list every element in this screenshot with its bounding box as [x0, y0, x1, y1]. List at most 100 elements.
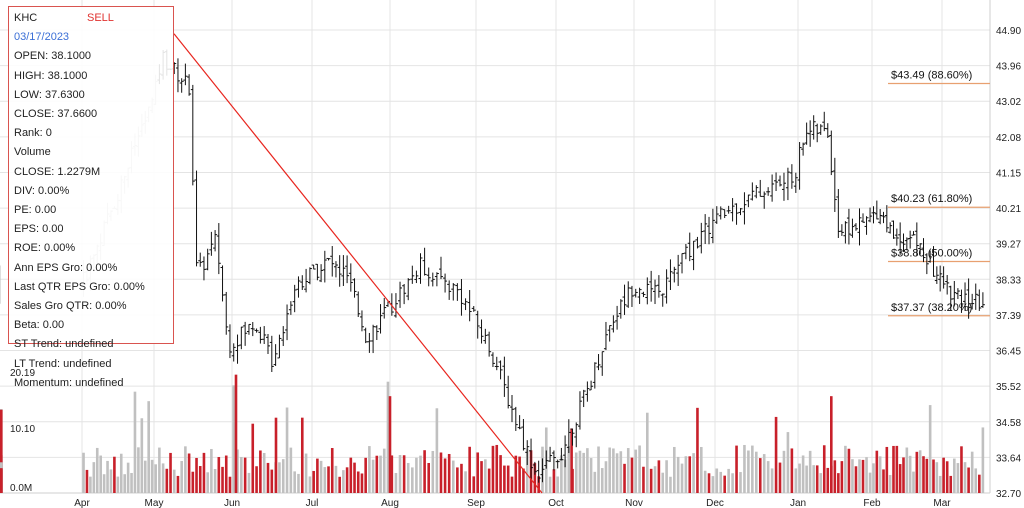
volume-bar	[700, 446, 703, 493]
fib-level-label: $37.37 (38.20%)	[891, 302, 972, 314]
volume-bar	[487, 468, 491, 493]
volume-bar	[92, 462, 96, 493]
volume-bar	[312, 470, 315, 493]
volume-bar	[703, 470, 707, 493]
volume-bar	[415, 457, 418, 493]
signal-label: SELL	[87, 12, 114, 24]
volume-bar	[766, 461, 770, 493]
volume-bar	[851, 459, 854, 493]
info-row: LT Trend: undefined	[14, 357, 112, 370]
volume-bar	[398, 455, 402, 493]
volume-bars	[0, 374, 985, 493]
volume-bar	[85, 469, 89, 493]
volume-bar	[522, 468, 525, 493]
month-tick-label: Mar	[933, 498, 951, 508]
volume-bar	[514, 455, 518, 493]
volume-bar	[537, 476, 540, 493]
volume-bar	[868, 472, 872, 493]
volume-bar	[364, 457, 367, 493]
volume-bar	[563, 459, 567, 493]
volume-bar	[154, 464, 157, 493]
volume-bar	[696, 407, 699, 493]
volume-bar	[570, 428, 573, 493]
volume-bar	[922, 456, 925, 493]
volume-bar	[460, 463, 463, 493]
info-row: Sales Gro QTR: 0.00%	[14, 300, 127, 313]
volume-bar	[236, 449, 239, 493]
volume-bar	[646, 412, 649, 493]
volume-bar	[172, 469, 176, 493]
volume-bar	[499, 455, 502, 493]
volume-bar	[586, 448, 589, 493]
volume-bar	[356, 471, 360, 493]
volume-bar	[747, 450, 750, 493]
volume-bar	[161, 463, 165, 493]
volume-bar	[491, 445, 495, 493]
volume-bar	[630, 457, 634, 493]
volume-bar	[830, 396, 833, 493]
volume-bar	[608, 447, 611, 493]
volume-bar	[898, 464, 902, 493]
price-tick-label: 41.15	[996, 168, 1021, 179]
volume-bar	[468, 446, 471, 493]
volume-bar	[743, 444, 746, 493]
volume-bar	[379, 455, 382, 493]
volume-bar	[133, 391, 137, 493]
volume-bar	[981, 427, 985, 493]
fibonacci-levels: $43.49 (88.60%) $40.23 (61.80%) $38.80 (50…	[888, 70, 990, 317]
volume-bar	[240, 456, 243, 493]
volume-bar	[949, 475, 953, 493]
info-row: Volume	[14, 146, 51, 159]
volume-bar	[503, 465, 506, 493]
volume-bar	[715, 468, 719, 493]
volume-bar	[970, 451, 974, 493]
volume-bar	[176, 475, 180, 493]
info-panel: KHC SELL 03/17/2023 OPEN: 38.1000 HIGH: 3…	[8, 6, 174, 389]
volume-bar	[123, 474, 126, 493]
volume-bar	[758, 458, 762, 493]
volume-bar	[126, 462, 130, 493]
price-tick-label: 42.08	[996, 133, 1021, 144]
volume-bar	[727, 468, 730, 493]
volume-bar	[278, 462, 281, 493]
volume-bar	[626, 448, 630, 493]
volume-bar	[932, 459, 935, 493]
volume-bar	[518, 456, 521, 493]
volume-bar	[143, 460, 147, 493]
volume-bar	[719, 471, 723, 493]
info-rows: OPEN: 38.1000 HIGH: 38.1000 LOW: 37.6300 CL…	[14, 47, 168, 393]
volume-bar	[974, 468, 978, 493]
price-tick-label: 35.52	[996, 382, 1021, 393]
info-row: ROE: 0.00%	[14, 242, 76, 255]
volume-bar	[692, 453, 695, 493]
volume-bar	[854, 466, 858, 493]
volume-tick-label: 10.10	[10, 424, 35, 435]
volume-tick-label: 20.19	[10, 368, 35, 379]
volume-bar	[755, 451, 758, 493]
volume-bar	[451, 460, 455, 493]
volume-bar	[255, 466, 258, 493]
volume-bar	[837, 473, 840, 493]
volume-bar	[431, 450, 435, 493]
volume-bar	[604, 461, 608, 493]
volume-bar	[815, 465, 819, 493]
month-tick-label: Sep	[467, 498, 485, 508]
month-tick-label: Apr	[74, 498, 90, 508]
price-tick-label: 39.27	[996, 240, 1021, 251]
volume-bar	[89, 476, 92, 493]
volume-bar	[195, 457, 198, 493]
volume-bar	[634, 449, 638, 493]
volume-bar	[935, 462, 939, 493]
volume-bar	[525, 448, 529, 493]
volume-bar	[187, 453, 191, 493]
volume-bar	[480, 461, 483, 493]
volume-bar	[778, 462, 782, 493]
volume-bar	[885, 446, 889, 493]
volume-bar	[147, 401, 150, 493]
volume-bar	[308, 476, 312, 493]
info-row: Last QTR EPS Gro: 0.00%	[14, 280, 145, 293]
price-tick-label: 40.21	[996, 204, 1021, 215]
volume-bar	[402, 455, 406, 493]
month-tick-label: Dec	[706, 498, 724, 508]
volume-bar	[251, 423, 255, 493]
